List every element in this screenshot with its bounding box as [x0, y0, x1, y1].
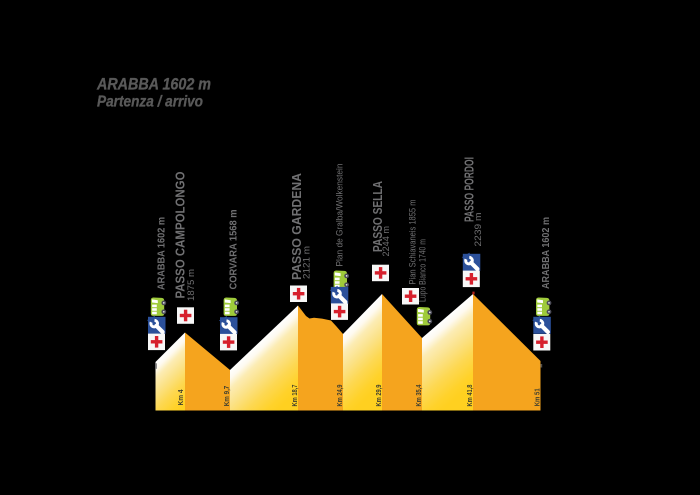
- svg-text:PASSO SELLA: PASSO SELLA: [370, 181, 385, 252]
- svg-text:Partenza / arrivo: Partenza / arrivo: [97, 94, 203, 111]
- svg-text:Km 51: Km 51: [535, 388, 542, 406]
- svg-text:Km 29,9: Km 29,9: [376, 384, 383, 406]
- svg-text:2244 m: 2244 m: [381, 226, 391, 257]
- svg-text:ARABBA 1602 m: ARABBA 1602 m: [541, 217, 552, 289]
- svg-text:PASSO CAMPOLONGO: PASSO CAMPOLONGO: [173, 171, 188, 298]
- svg-text:Km 35,4: Km 35,4: [416, 384, 423, 406]
- svg-text:2121 m: 2121 m: [302, 246, 312, 279]
- svg-text:PASSO GARDENA: PASSO GARDENA: [289, 172, 304, 280]
- svg-text:2239 m: 2239 m: [473, 213, 483, 247]
- svg-text:Km 18,7: Km 18,7: [292, 384, 299, 406]
- svg-text:Plan de Gralba/Wolkenstein: Plan de Gralba/Wolkenstein: [335, 163, 345, 266]
- svg-text:CORVARA 1568 m: CORVARA 1568 m: [229, 210, 240, 290]
- svg-text:PASSO PORDOI: PASSO PORDOI: [462, 157, 477, 222]
- svg-text:Pian Schiavaneis 1855 m: Pian Schiavaneis 1855 m: [408, 200, 418, 285]
- svg-text:Km 4: Km 4: [178, 389, 185, 405]
- svg-text:Km 41,8: Km 41,8: [467, 384, 474, 406]
- svg-text:Km 9,7: Km 9,7: [224, 386, 231, 407]
- svg-text:Lupo Bianco 1740 m: Lupo Bianco 1740 m: [418, 239, 428, 302]
- svg-text:Km 24,9: Km 24,9: [337, 384, 344, 406]
- svg-text:ARABBA 1602 m: ARABBA 1602 m: [157, 217, 168, 290]
- svg-text:1875 m: 1875 m: [186, 269, 196, 301]
- svg-text:ARABBA 1602 m: ARABBA 1602 m: [96, 76, 211, 94]
